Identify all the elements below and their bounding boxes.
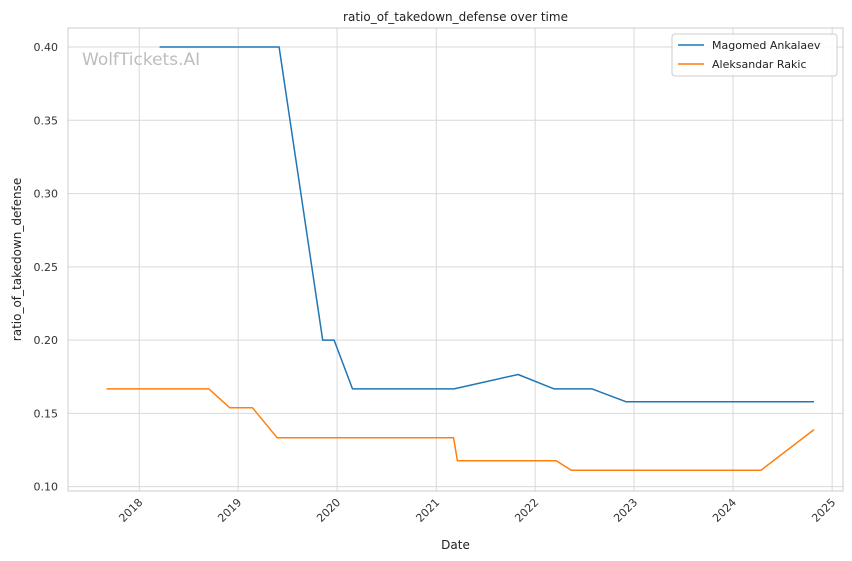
- y-tick-label: 0.35: [34, 114, 59, 127]
- x-tick-label: 2021: [413, 496, 442, 525]
- series-line-0: [159, 46, 814, 403]
- y-tick-label: 0.10: [34, 481, 59, 494]
- y-tick-label: 0.15: [34, 407, 59, 420]
- y-tick-label: 0.25: [34, 261, 59, 274]
- legend-label-rakic: Aleksandar Rakic: [712, 58, 807, 71]
- x-tick-label: 2022: [512, 496, 541, 525]
- watermark: WolfTickets.AI: [82, 50, 200, 70]
- y-tick-label: 0.40: [34, 41, 59, 54]
- x-tick-label: 2018: [116, 496, 145, 525]
- x-tick-label: 2020: [314, 496, 343, 525]
- y-axis-title: ratio_of_takedown_defense: [10, 178, 24, 341]
- chart-title: ratio_of_takedown_defense over time: [343, 10, 568, 24]
- legend-label-ankalaev: Magomed Ankalaev: [712, 39, 821, 52]
- x-tick-label: 2024: [710, 496, 739, 525]
- y-axis-ticks: 0.10 0.15 0.20 0.25 0.30 0.35 0.40: [34, 41, 59, 494]
- y-tick-label: 0.20: [34, 334, 59, 347]
- series: [106, 46, 815, 472]
- x-tick-label: 2025: [809, 496, 838, 525]
- plot-area: [67, 27, 844, 492]
- x-axis-title: Date: [441, 538, 470, 552]
- series-line-1: [106, 388, 815, 472]
- y-tick-label: 0.30: [34, 188, 59, 201]
- legend: Magomed Ankalaev Aleksandar Rakic: [671, 33, 838, 77]
- legend-box: [671, 33, 838, 77]
- x-axis-ticks: 2018 2019 2020 2021 2022 2023 2024 2025: [116, 496, 838, 525]
- grid: [68, 28, 843, 491]
- x-tick-label: 2023: [611, 496, 640, 525]
- x-tick-label: 2019: [215, 496, 244, 525]
